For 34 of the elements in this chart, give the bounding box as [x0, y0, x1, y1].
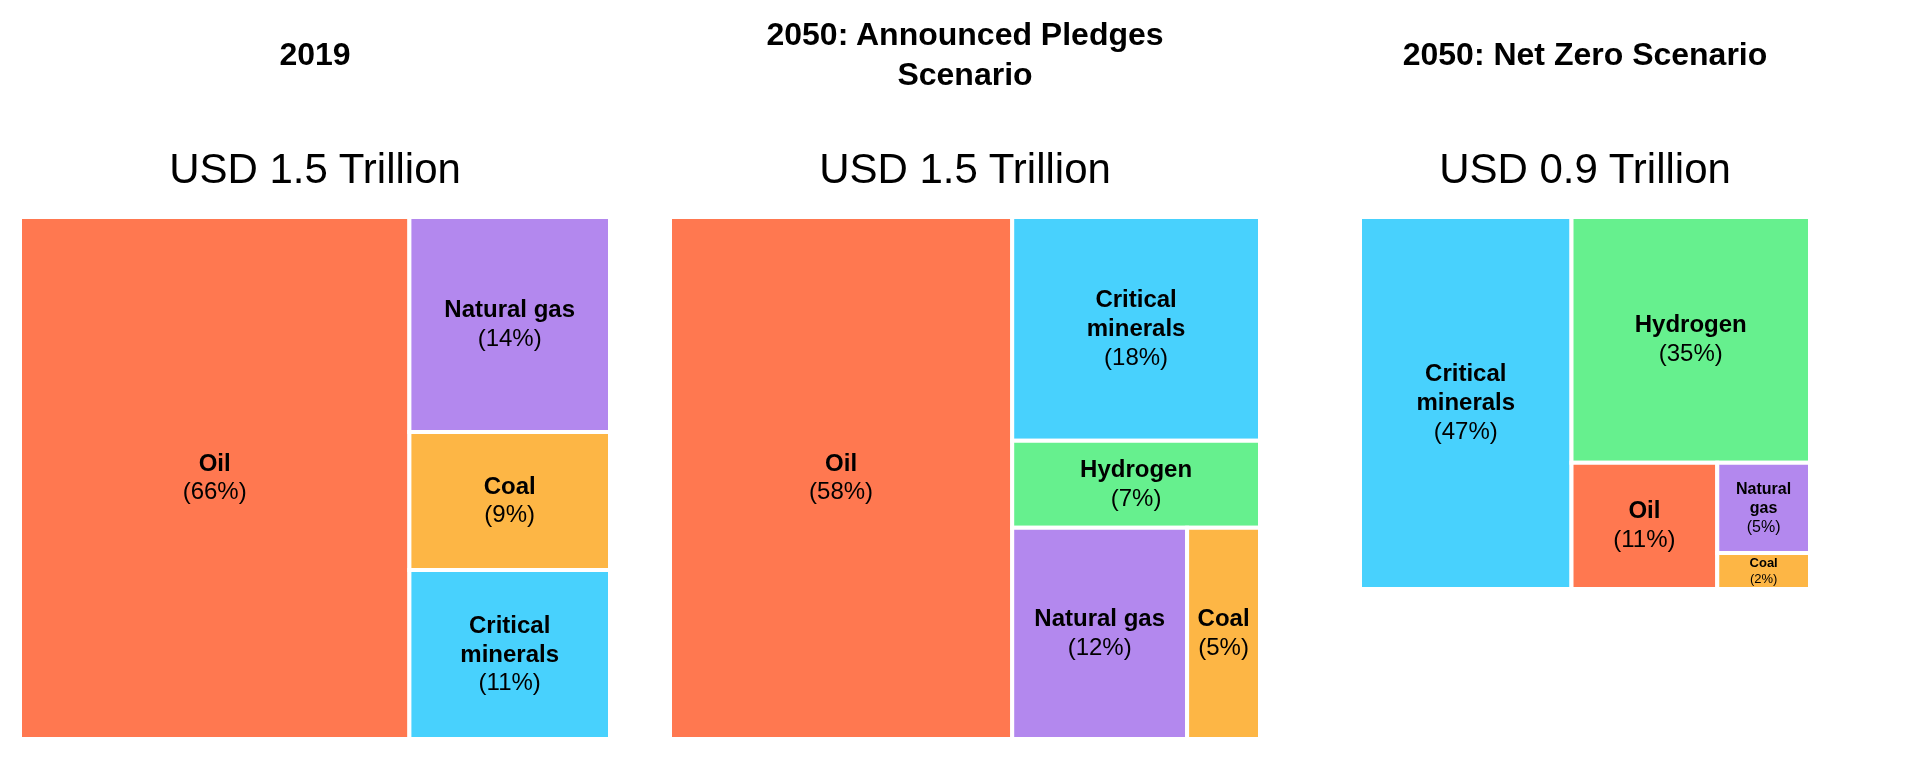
data-label: (11%): [478, 668, 541, 696]
category-label: Critical minerals: [1416, 359, 1516, 415]
text: 2050: Net Zero Scenario: [1402, 36, 1768, 72]
category-label: Natural gas: [1034, 603, 1166, 631]
category-label: Natural gas: [1736, 479, 1792, 516]
data-label: (58%): [809, 477, 874, 505]
data-label: (5%): [1746, 517, 1781, 535]
category-label: Hydrogen: [1080, 454, 1193, 482]
text: 2050: Announced Pledges Scenario: [766, 16, 1164, 92]
category-label: Oil: [1628, 496, 1661, 524]
text: USD 0.9 Trillion: [1439, 145, 1731, 192]
data-label: (66%): [182, 477, 247, 505]
data-label: (35%): [1658, 339, 1723, 367]
data-label: (2%): [1749, 570, 1778, 586]
category-label: Coal: [483, 471, 536, 499]
data-label: (47%): [1433, 416, 1498, 444]
data-label: (5%): [1198, 632, 1249, 660]
data-label: (12%): [1067, 632, 1132, 660]
category-label: Critical minerals: [1086, 285, 1186, 341]
data-label: (7%): [1110, 483, 1162, 511]
category-label: Critical minerals: [460, 610, 560, 667]
text: USD 1.5 Trillion: [819, 145, 1111, 192]
category-label: Oil: [825, 448, 858, 476]
data-label: (18%): [1104, 342, 1169, 370]
text: USD 1.5 Trillion: [169, 145, 461, 192]
category-label: Oil: [198, 448, 231, 476]
data-label: (11%): [1613, 525, 1676, 553]
data-label: (9%): [484, 500, 536, 528]
category-label: Hydrogen: [1634, 310, 1747, 338]
category-label: Natural gas: [444, 295, 576, 323]
category-label: Coal: [1749, 555, 1778, 571]
category-label: Coal: [1197, 603, 1250, 631]
text: 2019: [279, 36, 351, 72]
data-label: (14%): [477, 323, 542, 351]
